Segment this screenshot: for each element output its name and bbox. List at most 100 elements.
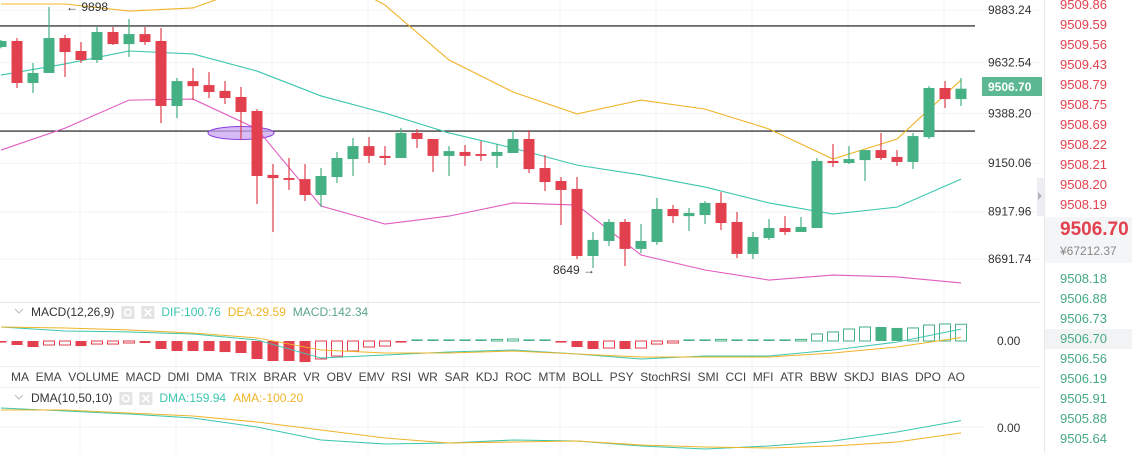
macd-histogram-bar — [795, 338, 807, 342]
tab-atr[interactable]: ATR — [780, 370, 803, 384]
tab-bias[interactable]: BIAS — [881, 370, 908, 384]
candle — [811, 158, 823, 229]
last-price-box: 9506.70 ¥67212.37 — [1045, 217, 1132, 263]
close-icon[interactable] — [139, 392, 153, 405]
tab-mfi[interactable]: MFI — [753, 370, 774, 384]
settings-gear-icon[interactable] — [119, 392, 133, 405]
candle — [443, 146, 455, 176]
tab-sar[interactable]: SAR — [444, 370, 469, 384]
tab-brar[interactable]: BRAR — [263, 370, 297, 384]
macd-histogram-bar — [27, 341, 39, 347]
candle — [763, 219, 775, 240]
macd-histogram-bar — [507, 338, 519, 342]
tab-bbw[interactable]: BBW — [810, 370, 838, 384]
ask-price[interactable]: 9508.20 — [1060, 177, 1107, 192]
tab-emv[interactable]: EMV — [359, 370, 385, 384]
tab-boll[interactable]: BOLL — [572, 370, 603, 384]
macd-histogram-bar — [747, 339, 759, 341]
tab-roc[interactable]: ROC — [505, 370, 532, 384]
candle — [507, 130, 519, 153]
macd-histogram-bar — [907, 327, 919, 342]
tab-mtm[interactable]: MTM — [538, 370, 565, 384]
bid-price[interactable]: 9505.91 — [1060, 391, 1107, 406]
candle — [859, 150, 871, 181]
bid-price[interactable]: 9506.88 — [1060, 291, 1107, 306]
ask-price[interactable]: 9508.75 — [1060, 97, 1107, 112]
macd-histogram-bar — [235, 341, 247, 353]
tab-rsi[interactable]: RSI — [391, 370, 411, 384]
dma-value: DMA:159.94 — [159, 391, 226, 405]
tab-vr[interactable]: VR — [303, 370, 320, 384]
macd-histogram-bar — [619, 341, 631, 349]
tab-kdj[interactable]: KDJ — [476, 370, 499, 384]
tab-ema[interactable]: EMA — [36, 370, 62, 384]
ask-price[interactable]: 9508.19 — [1060, 197, 1107, 212]
last-price: 9506.70 — [1060, 219, 1129, 240]
price-chart[interactable]: ← 9898 8649 → 9883.24 9632.54 9388.20 9150.… — [0, 0, 1044, 453]
indicator-tabs: MA EMA VOLUME MACD DMI DMA TRIX BRAR VR OBV EMV RSI… — [11, 370, 965, 384]
collapse-chevron-icon[interactable] — [14, 308, 24, 314]
macd-histogram-bar — [891, 327, 903, 341]
ask-price[interactable]: 9509.59 — [1060, 17, 1107, 32]
bid-price[interactable]: 9506.56 — [1060, 351, 1107, 366]
macd-histogram-bar — [571, 341, 583, 347]
dma-line — [0, 407, 962, 450]
bid-price[interactable]: 9505.88 — [1060, 411, 1107, 426]
tab-trix[interactable]: TRIX — [229, 370, 256, 384]
close-icon[interactable] — [141, 306, 155, 319]
ask-price[interactable]: 9509.56 — [1060, 37, 1107, 52]
macd-histogram-bar — [11, 341, 23, 345]
tab-obv[interactable]: OBV — [327, 370, 352, 384]
candle — [235, 86, 247, 141]
candle — [475, 141, 487, 161]
horizontal-drawn-lines[interactable] — [0, 25, 975, 132]
bid-price[interactable]: 9506.70 — [1045, 329, 1132, 349]
tab-ao[interactable]: AO — [948, 370, 965, 384]
dma-zero-label: 0.00 — [997, 421, 1021, 435]
macd-histogram-bar — [379, 340, 391, 347]
macd-header: MACD(12,26,9) DIF:100.76 DEA:29.59 MACD:… — [14, 305, 368, 319]
macd-histogram-bar — [635, 340, 647, 349]
dma-header: DMA(10,50,10) DMA:159.94 AMA:-100.20 — [14, 391, 303, 405]
bid-price[interactable]: 9508.18 — [1060, 271, 1107, 286]
tab-stochrsi[interactable]: StochRSI — [640, 370, 691, 384]
collapse-chevron-icon[interactable] — [14, 394, 24, 400]
candle — [59, 34, 71, 77]
ask-price[interactable]: 9508.69 — [1060, 117, 1107, 132]
ask-price[interactable]: 9508.22 — [1060, 137, 1107, 152]
tab-cci[interactable]: CCI — [725, 370, 746, 384]
tab-dmi[interactable]: DMI — [168, 370, 190, 384]
tab-smi[interactable]: SMI — [698, 370, 719, 384]
bid-price[interactable]: 9506.73 — [1060, 311, 1107, 326]
tab-volume[interactable]: VOLUME — [68, 370, 119, 384]
macd-histogram-bar — [715, 338, 727, 342]
tab-macd[interactable]: MACD — [126, 370, 162, 384]
order-book: 9509.86 9509.59 9509.56 9509.43 9508.79 9508.… — [1044, 0, 1132, 453]
tab-ma[interactable]: MA — [11, 370, 29, 384]
ask-price[interactable]: 9508.79 — [1060, 77, 1107, 92]
ask-price[interactable]: 9508.21 — [1060, 157, 1107, 172]
candle — [347, 137, 359, 176]
tab-dpo[interactable]: DPO — [915, 370, 941, 384]
ask-price[interactable]: 9509.86 — [1060, 0, 1107, 12]
tab-wr[interactable]: WR — [418, 370, 438, 384]
macd-histogram-bar — [0, 341, 7, 343]
settings-gear-icon[interactable] — [121, 306, 135, 319]
macd-histogram-bar — [475, 339, 487, 341]
tab-dma[interactable]: DMA — [196, 370, 223, 384]
macd-histogram-bar — [91, 340, 103, 345]
macd-histogram-bar — [667, 340, 679, 344]
ask-price[interactable]: 9509.43 — [1060, 57, 1107, 72]
dea-value: DEA:29.59 — [228, 305, 286, 319]
candle — [555, 177, 567, 226]
panel-resize-handle[interactable] — [1037, 178, 1044, 216]
tab-skdj[interactable]: SKDJ — [844, 370, 875, 384]
candle — [459, 145, 471, 166]
tab-psy[interactable]: PSY — [610, 370, 634, 384]
grid — [0, 0, 1040, 453]
bid-price[interactable]: 9506.19 — [1060, 371, 1107, 386]
candle — [203, 72, 215, 99]
bid-price[interactable]: 9505.64 — [1060, 431, 1107, 446]
macd-histogram-bar — [539, 339, 551, 341]
candle — [731, 211, 743, 259]
